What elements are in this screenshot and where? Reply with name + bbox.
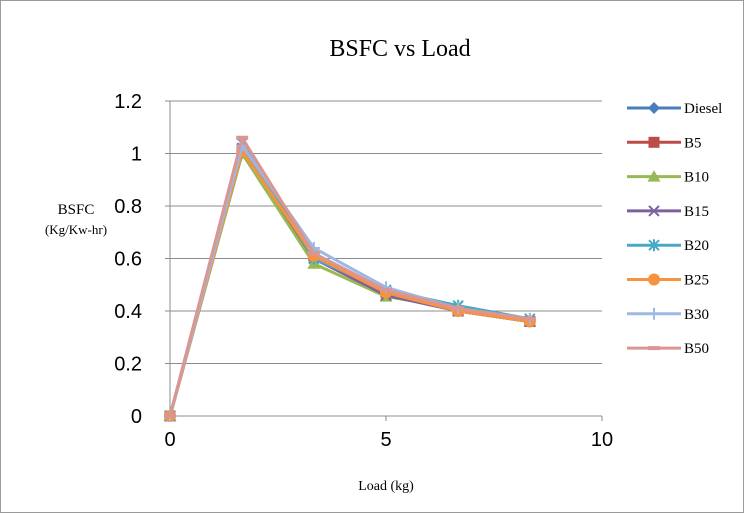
x-tick-label: 0 <box>164 429 175 451</box>
legend-item-b30: B30 <box>627 307 709 323</box>
y-tick-label: 0.6 <box>114 249 142 271</box>
legend-item-diesel: Diesel <box>627 101 722 117</box>
y-tick-label: 0.8 <box>114 196 142 218</box>
legend-marker-diesel <box>648 102 660 114</box>
series-line-b50 <box>168 136 531 417</box>
legend-marker-b25 <box>648 273 660 286</box>
legend-label-b20: B20 <box>684 238 709 254</box>
legend-marker-b50 <box>648 346 660 351</box>
x-axis-label: Load (kg) <box>358 479 414 494</box>
legend-item-b5: B5 <box>627 135 702 151</box>
y-tick-label: 1 <box>131 144 142 166</box>
y-tick-label: 0 <box>131 406 142 428</box>
y-axis-label-line2: (Kg/Kw-hr) <box>45 222 107 237</box>
legend-marker-b15 <box>648 205 660 217</box>
legend-marker-b5 <box>648 136 660 148</box>
series-b50 <box>164 135 536 418</box>
legend-label-b5: B5 <box>684 135 702 151</box>
y-tick-label: 1.2 <box>114 91 142 113</box>
y-tick-labels: 0 0.2 0.4 0.6 0.8 1 1.2 <box>114 91 142 428</box>
legend-label-b25: B25 <box>684 273 709 289</box>
legend-item-b10: B10 <box>627 170 709 186</box>
legend-label-diesel: Diesel <box>684 101 722 117</box>
data-point-b50 <box>523 316 536 321</box>
y-tick-label: 0.2 <box>114 354 142 376</box>
legend-label-b50: B50 <box>684 341 709 357</box>
x-tick-label: 5 <box>380 429 391 451</box>
data-point-b50 <box>236 135 249 140</box>
legend: Diesel B5 B10 B15 B20 B25 B30 B50 <box>627 101 722 357</box>
x-tick-label: 10 <box>591 429 613 451</box>
x-tick-labels: 0 5 10 <box>164 429 613 451</box>
chart-title: BSFC vs Load <box>329 36 470 62</box>
legend-label-b30: B30 <box>684 307 709 323</box>
legend-item-b25: B25 <box>627 273 709 289</box>
legend-item-b20: B20 <box>627 238 709 254</box>
y-axis-label-line1: BSFC <box>58 202 95 218</box>
data-point-b50 <box>164 414 176 418</box>
plot-series <box>163 135 537 422</box>
data-point-b50 <box>307 251 320 256</box>
legend-label-b10: B10 <box>684 170 709 186</box>
legend-marker-b10 <box>647 170 661 182</box>
data-point-b50 <box>380 288 392 292</box>
legend-item-b15: B15 <box>627 204 709 220</box>
data-point-b50 <box>452 306 465 311</box>
axes <box>165 100 603 421</box>
legend-marker-b30 <box>648 307 660 320</box>
legend-item-b50: B50 <box>627 341 709 357</box>
y-tick-label: 0.4 <box>114 301 142 323</box>
legend-marker-b20 <box>648 239 660 252</box>
legend-label-b15: B15 <box>684 204 709 220</box>
